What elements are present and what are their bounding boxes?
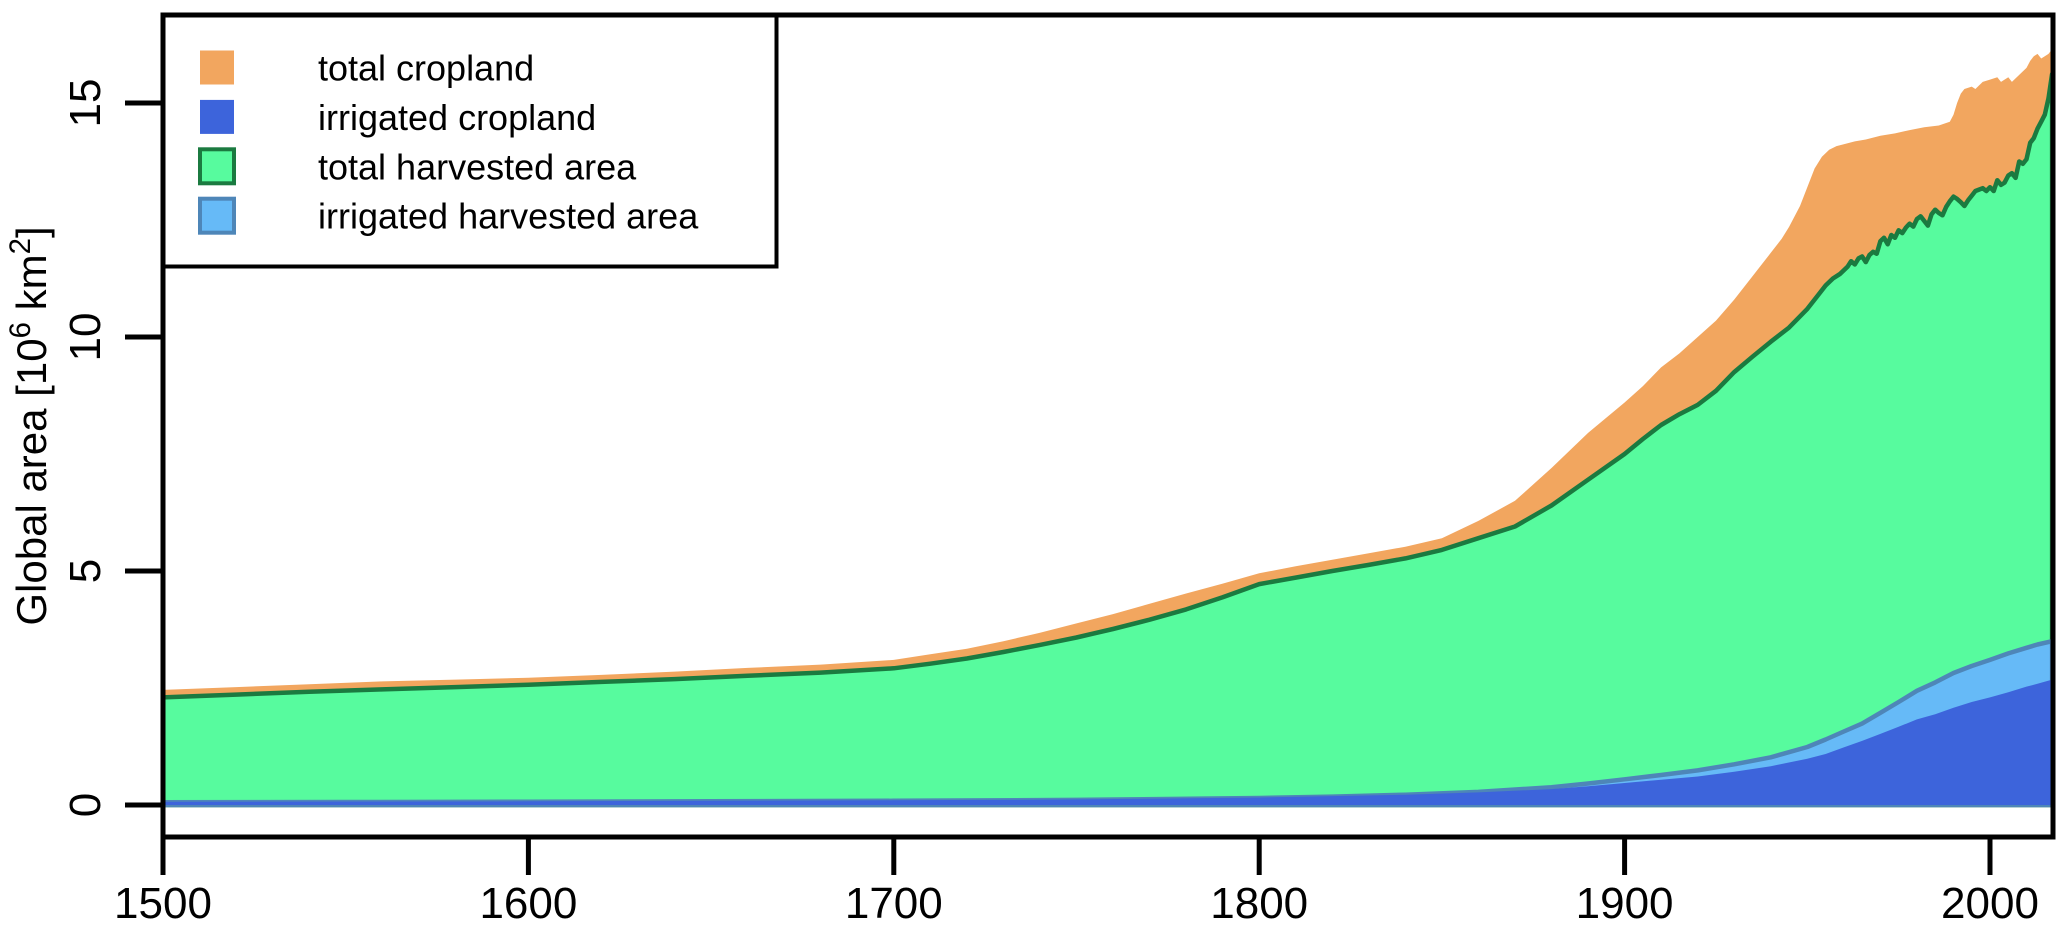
legend-swatch-irrigated-harvested-area	[198, 196, 236, 235]
y-tick-label-15: 15	[61, 79, 110, 128]
legend-label-total-harvested-area: total harvested area	[318, 146, 637, 187]
y-axis-title: Global area [106 km2]	[4, 226, 55, 625]
y-axis-title-superscript: 2	[4, 238, 37, 254]
x-axis: 1500 1600 1700 1800 1900 2000	[114, 837, 2039, 928]
x-tick-label-1800: 1800	[1210, 879, 1308, 928]
area-total-harvested-area	[160, 71, 2055, 808]
legend-swatch-irrigated-cropland	[200, 99, 234, 134]
y-axis-title-part: Global area [10	[8, 338, 55, 625]
x-tick-label-2000: 2000	[1941, 879, 2039, 928]
legend-swatch-total-cropland	[200, 50, 234, 85]
plot-frame	[160, 12, 2056, 840]
x-tick-label-1900: 1900	[1576, 879, 1674, 928]
y-tick-label-5: 5	[61, 559, 110, 583]
legend-box	[161, 13, 779, 269]
legend: total cropland irrigated cropland total ha…	[161, 13, 779, 269]
y-axis-title-superscript: 6	[4, 322, 37, 338]
area-irrigated-cropland	[163, 679, 2053, 805]
y-tick-label-10: 10	[61, 313, 110, 362]
legend-swatch-total-harvested-area	[198, 147, 236, 186]
x-tick-label-1700: 1700	[845, 879, 943, 928]
y-axis: 0 5 10 15	[61, 79, 163, 817]
legend-label-total-cropland: total cropland	[318, 48, 534, 89]
x-tick-label-1600: 1600	[479, 879, 577, 928]
legend-label-irrigated-cropland: irrigated cropland	[318, 97, 596, 138]
x-tick-label-1500: 1500	[114, 879, 212, 928]
area-series-group	[160, 49, 2055, 808]
y-axis-title-part: km	[8, 254, 55, 322]
y-tick-label-0: 0	[61, 793, 110, 817]
legend-label-irrigated-harvested-area: irrigated harvested area	[318, 196, 699, 237]
y-axis-title-part: ]	[8, 226, 55, 238]
